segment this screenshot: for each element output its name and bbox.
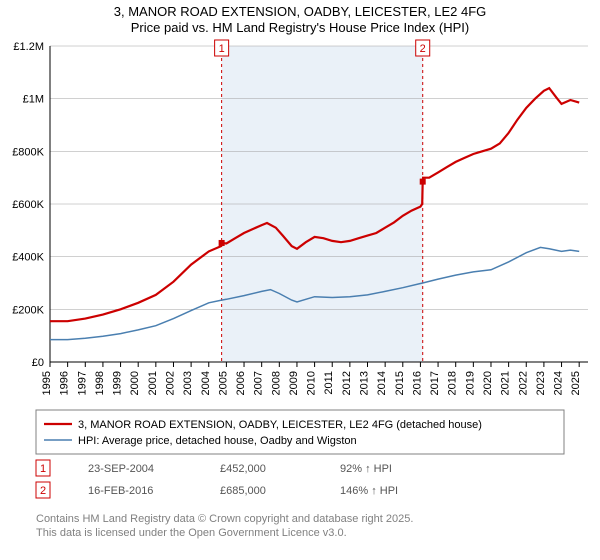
x-tick-label: 2009 [288,371,300,395]
chart-container: 3, MANOR ROAD EXTENSION, OADBY, LEICESTE… [0,0,600,560]
x-tick-label: 2001 [147,371,159,395]
footer-line-1: Contains HM Land Registry data © Crown c… [36,513,413,525]
sale-row-number: 2 [40,485,46,497]
x-tick-label: 1997 [76,371,88,395]
x-tick-label: 2014 [376,371,388,395]
sale-row-date: 16-FEB-2016 [88,485,153,497]
sale-point [219,240,225,246]
y-tick-label: £0 [32,357,44,369]
x-tick-label: 1998 [94,371,106,395]
x-tick-label: 2022 [517,371,529,395]
x-tick-label: 2012 [341,371,353,395]
footer-line-2: This data is licensed under the Open Gov… [36,527,347,539]
y-tick-label: £800K [12,146,44,158]
sale-row-pct: 146% ↑ HPI [340,485,398,497]
sale-row-number: 1 [40,463,46,475]
sale-row-price: £685,000 [220,485,266,497]
x-tick-label: 2013 [359,371,371,395]
x-tick-label: 2019 [464,371,476,395]
legend-box [36,410,564,454]
x-tick-label: 2016 [411,371,423,395]
sale-point [420,179,426,185]
x-tick-label: 1995 [41,371,53,395]
sale-row-pct: 92% ↑ HPI [340,463,392,475]
chart-subtitle: Price paid vs. HM Land Registry's House … [131,20,469,35]
x-tick-label: 2017 [429,371,441,395]
x-tick-label: 2020 [482,371,494,395]
x-tick-label: 1996 [59,371,71,395]
sale-marker-number: 1 [219,43,225,55]
legend-label: HPI: Average price, detached house, Oadb… [78,435,357,447]
y-tick-label: £200K [12,304,44,316]
x-tick-label: 2004 [200,371,212,395]
sale-row-price: £452,000 [220,463,266,475]
x-tick-label: 2015 [394,371,406,395]
x-tick-label: 2011 [323,371,335,395]
x-tick-label: 2025 [570,371,582,395]
x-tick-label: 2002 [164,371,176,395]
x-tick-label: 2008 [270,371,282,395]
y-tick-label: £1.2M [13,41,44,53]
x-tick-label: 2006 [235,371,247,395]
sale-row-date: 23-SEP-2004 [88,463,154,475]
chart-title: 3, MANOR ROAD EXTENSION, OADBY, LEICESTE… [114,4,487,19]
x-tick-label: 2018 [447,371,459,395]
y-tick-label: £600K [12,199,44,211]
chart-svg: 3, MANOR ROAD EXTENSION, OADBY, LEICESTE… [0,0,600,560]
y-tick-label: £1M [23,94,44,106]
y-tick-label: £400K [12,252,44,264]
x-tick-label: 2005 [217,371,229,395]
legend-label: 3, MANOR ROAD EXTENSION, OADBY, LEICESTE… [78,419,482,431]
x-tick-label: 2000 [129,371,141,395]
x-tick-label: 2021 [500,371,512,395]
x-tick-label: 1999 [112,371,124,395]
x-tick-label: 2024 [553,371,565,395]
x-tick-label: 2007 [253,371,265,395]
x-tick-label: 2010 [306,371,318,395]
sale-marker-number: 2 [420,43,426,55]
x-tick-label: 2023 [535,371,547,395]
x-tick-label: 2003 [182,371,194,395]
